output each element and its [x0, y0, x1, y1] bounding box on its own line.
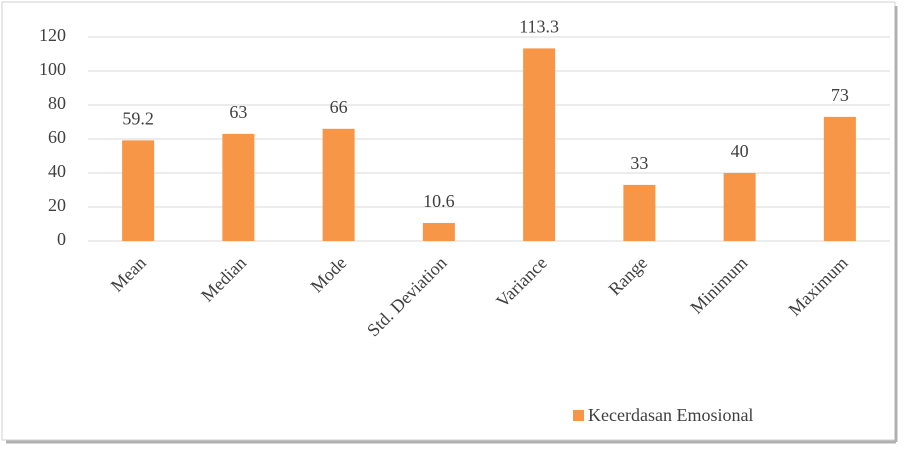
data-label: 40	[731, 141, 749, 161]
bar	[823, 116, 856, 241]
bar	[122, 140, 155, 241]
y-tick-label: 80	[48, 93, 66, 113]
data-label: 66	[330, 97, 348, 117]
bar	[523, 48, 556, 241]
bar	[723, 173, 756, 241]
bar	[322, 128, 355, 241]
data-label: 73	[831, 85, 849, 105]
y-tick-label: 0	[57, 229, 66, 249]
data-label: 10.6	[423, 191, 455, 211]
data-label: 59.2	[122, 108, 154, 128]
data-label: 33	[630, 153, 648, 173]
legend-swatch	[573, 410, 584, 421]
y-tick-label: 120	[39, 25, 66, 45]
y-tick-label: 60	[48, 127, 66, 147]
bar	[623, 184, 656, 241]
y-tick-label: 100	[39, 59, 66, 79]
data-label: 63	[229, 102, 247, 122]
legend-label: Kecerdasan Emosional	[588, 405, 753, 425]
y-tick-label: 40	[48, 161, 66, 181]
bar	[222, 133, 255, 241]
bar	[422, 222, 455, 241]
data-label: 113.3	[519, 17, 559, 37]
y-tick-label: 20	[48, 195, 66, 215]
